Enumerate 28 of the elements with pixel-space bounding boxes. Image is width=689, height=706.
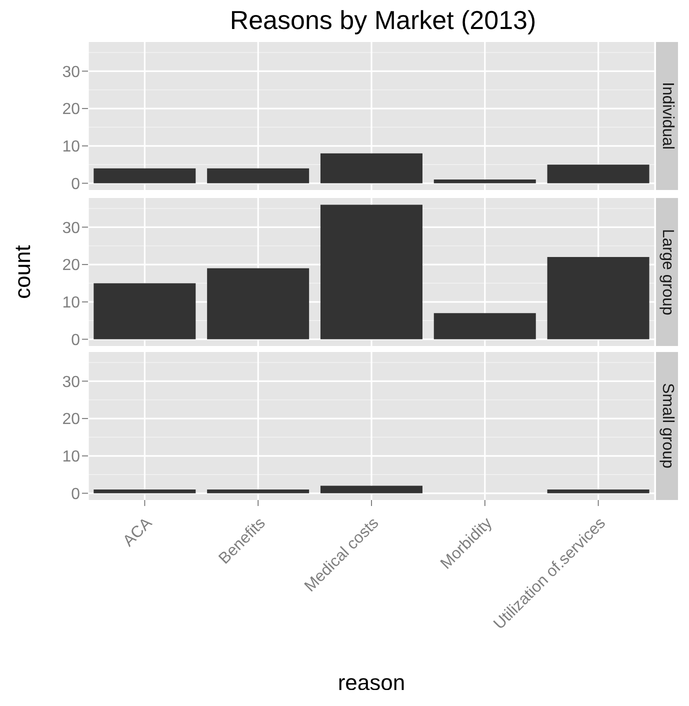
bar [320,204,422,340]
y-tick-label: 10 [62,448,80,466]
y-tick-label: 0 [71,332,80,349]
bar [547,164,650,184]
y-tick-label: 10 [62,138,80,156]
bar [207,168,310,184]
y-tick-label: 20 [62,101,80,118]
y-tick-label: 30 [62,64,80,81]
chart-title: Reasons by Market (2013) [228,4,538,36]
y-tick-label: 20 [62,257,80,274]
bar [94,168,196,184]
y-tick-label: 10 [62,294,80,312]
y-tick-label: 0 [71,176,80,193]
bar [94,283,196,340]
y-tick-label: 30 [62,374,80,391]
bar [434,180,536,184]
bar [434,313,536,340]
text: Individual [658,82,676,150]
text: Large group [658,228,676,316]
text: Small group [658,383,676,469]
bar [320,153,422,184]
y-tick-label: 20 [62,411,80,428]
y-tick-label: 0 [71,486,80,503]
y-tick-label: 30 [62,220,80,237]
bar [547,257,650,340]
bar [207,268,310,340]
y-axis-title: count [10,245,35,299]
x-axis-title: reason [338,670,406,695]
